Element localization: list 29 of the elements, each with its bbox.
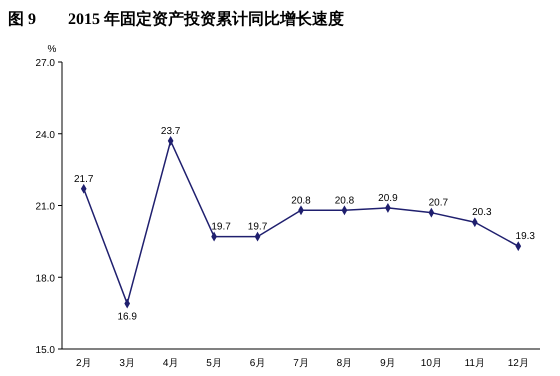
- x-tick-label: 4月: [162, 358, 178, 369]
- x-tick-label: 2月: [76, 358, 92, 369]
- data-label: 16.9: [117, 312, 138, 323]
- x-tick-label: 10月: [420, 358, 442, 369]
- y-tick-label: 15.0: [36, 345, 56, 356]
- y-tick-label: 21.0: [36, 202, 56, 212]
- data-label: 20.7: [428, 198, 449, 209]
- x-tick-label: 11月: [464, 358, 486, 369]
- x-tick-label: 9月: [380, 358, 396, 369]
- y-tick-label: 24.0: [36, 130, 56, 141]
- y-tick-label: 18.0: [36, 273, 56, 284]
- x-tick-label: 6月: [250, 358, 266, 369]
- chart-title: 图 9 2015 年固定资产投资累计同比增长速度: [8, 9, 344, 28]
- x-tick-label: 3月: [119, 358, 135, 369]
- data-label: 19.7: [211, 222, 232, 233]
- y-tick-label: 27.0: [36, 58, 56, 69]
- data-label: 19.3: [516, 231, 536, 242]
- data-label: 20.8: [334, 195, 355, 206]
- y-axis-title: %: [48, 44, 57, 55]
- data-label: 20.8: [291, 195, 312, 206]
- data-label: 23.7: [160, 126, 181, 137]
- data-label: 21.7: [74, 174, 94, 185]
- x-tick-label: 5月: [206, 358, 222, 369]
- x-tick-label: 12月: [508, 358, 529, 369]
- x-tick-label: 7月: [293, 358, 309, 369]
- data-label: 19.7: [248, 222, 268, 233]
- data-label: 20.9: [378, 192, 398, 204]
- x-tick-label: 8月: [336, 358, 352, 369]
- data-label: 20.3: [472, 207, 492, 218]
